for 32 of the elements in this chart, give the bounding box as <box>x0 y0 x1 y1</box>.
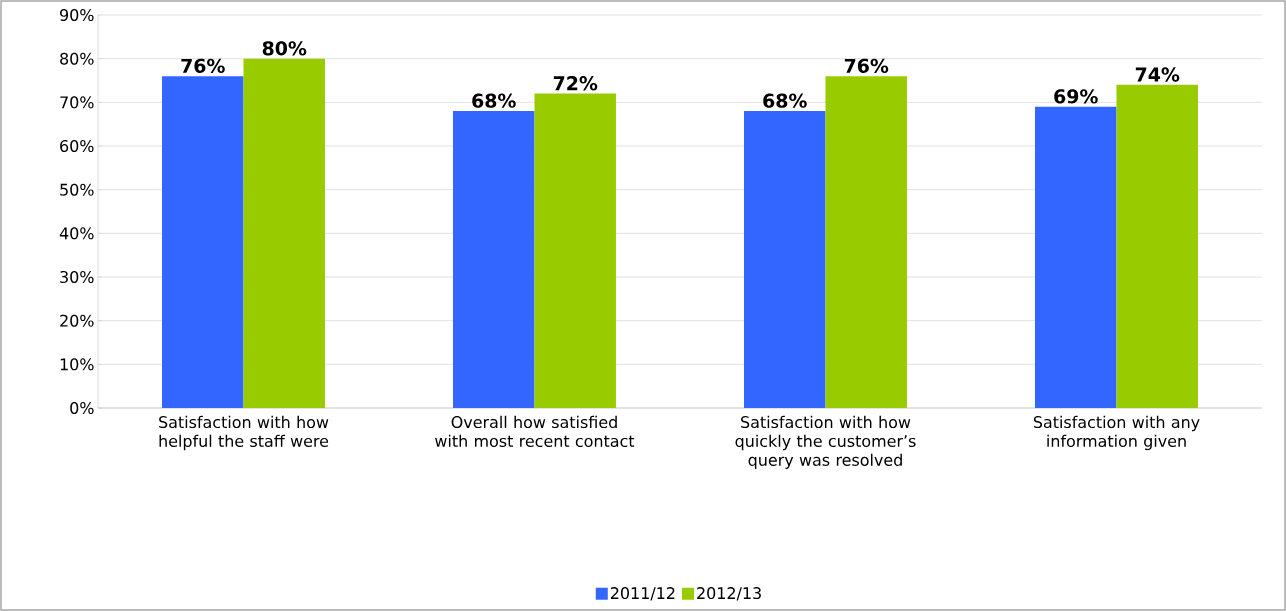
y-tick-label: 0% <box>70 401 94 415</box>
y-tick-label: 20% <box>60 314 94 327</box>
data-label: 74% <box>1135 67 1180 82</box>
x-tick-label: Satisfaction with how helpful the staff were <box>159 415 329 451</box>
data-label: 72% <box>553 76 598 91</box>
legend-label: 2011/12 <box>610 587 675 601</box>
data-label: 68% <box>763 93 807 108</box>
y-tick-label: 40% <box>59 227 94 240</box>
bar <box>453 111 535 408</box>
bar <box>1116 84 1198 408</box>
y-tick-label: 60% <box>60 139 94 153</box>
bar <box>162 76 244 408</box>
bar <box>534 93 616 408</box>
bar <box>1035 106 1117 408</box>
y-tick-label: 80% <box>60 52 94 65</box>
data-label: 69% <box>1054 89 1098 104</box>
x-tick-label: Overall how satisfied with most recent contact <box>435 415 635 448</box>
y-tick-label: 70% <box>60 96 94 109</box>
y-tick-label: 10% <box>60 358 94 371</box>
x-tick-label: Satisfaction with any information given <box>1033 415 1200 451</box>
data-label: 80% <box>262 41 307 56</box>
data-label: 76% <box>181 58 225 73</box>
y-tick-label: 30% <box>60 270 94 284</box>
bar <box>744 111 826 408</box>
data-label: 76% <box>844 58 889 73</box>
y-tick-label: 50% <box>60 183 94 196</box>
legend-label: 2012/13 <box>697 587 761 601</box>
bar <box>825 76 907 408</box>
data-label: 68% <box>472 93 516 108</box>
x-tick-label: Satisfaction with how quickly the customer’s query was resolved <box>735 415 916 470</box>
y-tick-label: 90% <box>60 8 94 22</box>
bar <box>243 58 325 408</box>
